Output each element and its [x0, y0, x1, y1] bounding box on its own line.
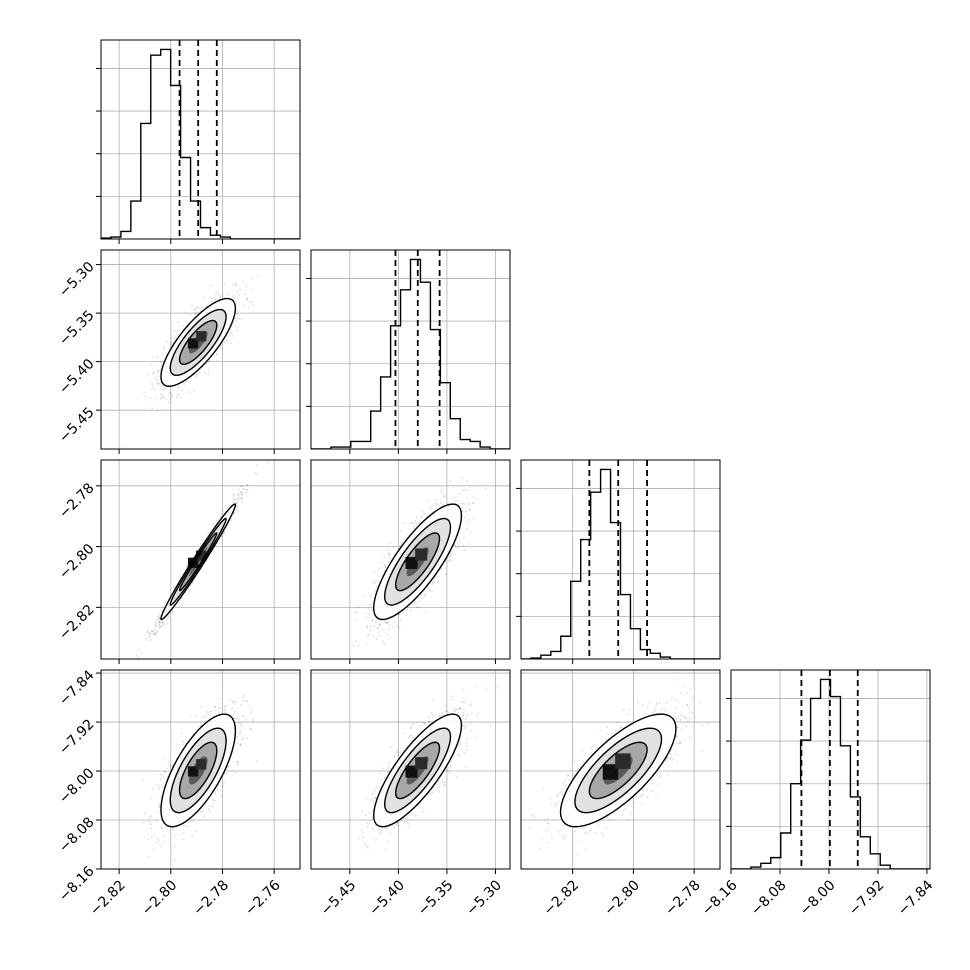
y-tick-label: −2.80	[56, 541, 98, 583]
x-tick-label: −8.08	[748, 877, 790, 919]
histogram-0	[101, 48, 300, 239]
density-peak	[405, 556, 418, 570]
x-tick-label: −2.78	[190, 877, 232, 919]
density-panel-3-2: −2.82 −2.80 −2.78	[520, 669, 721, 919]
panel-frame	[100, 459, 301, 660]
contour-line	[160, 297, 237, 387]
contour-line	[160, 713, 237, 828]
contour-line	[373, 503, 463, 621]
density-peak	[405, 765, 418, 778]
x-tick-label: −8.00	[797, 877, 839, 919]
y-tick-label: −8.08	[56, 814, 98, 856]
x-tick-label: −5.40	[366, 877, 408, 919]
y-tick-label: −8.16	[56, 863, 98, 905]
x-tick-label: −5.35	[415, 877, 457, 919]
contour-line	[160, 503, 237, 621]
panel-frame	[100, 669, 301, 870]
panel-frame	[310, 459, 511, 660]
x-tick-label: −5.30	[463, 877, 505, 919]
y-tick-label: −7.92	[56, 716, 98, 758]
panel-frame	[520, 459, 721, 660]
y-tick-label: −2.82	[56, 602, 98, 644]
density-panel-3-1: −5.45 −5.40 −5.35 −5.30	[310, 669, 511, 919]
y-tick-label: −5.40	[56, 356, 98, 398]
density-peak	[196, 759, 207, 770]
contour-line	[559, 713, 677, 828]
density-panel-1-0: −5.45 −5.40 −5.35 −5.30	[56, 249, 301, 454]
histogram-3	[731, 678, 930, 869]
histogram-panel-1	[306, 249, 511, 454]
density-peak	[615, 753, 631, 769]
histogram-panel-2	[516, 459, 721, 664]
contour-line	[178, 741, 218, 800]
x-tick-label: −2.80	[139, 877, 181, 919]
panel-frame	[310, 249, 511, 450]
density-peak	[187, 338, 199, 349]
histogram-panel-0	[96, 39, 301, 244]
y-tick-label: −5.30	[56, 259, 98, 301]
contour-line	[169, 308, 227, 376]
histogram-panel-3: −8.16 −8.08 −8.00 −7.92 −7.84	[699, 669, 937, 919]
x-tick-label: −8.16	[699, 877, 741, 919]
density-peak	[187, 766, 199, 777]
histogram-1	[311, 258, 510, 449]
contour-line	[383, 517, 452, 606]
contour-line	[383, 727, 452, 814]
x-tick-label: −2.82	[541, 877, 583, 919]
x-tick-label: −2.78	[662, 877, 704, 919]
density-peak	[415, 757, 428, 770]
x-tick-label: −7.92	[846, 877, 888, 919]
density-panel-2-1	[310, 459, 511, 664]
contour-line	[588, 741, 648, 800]
x-tick-label: −2.82	[87, 877, 129, 919]
y-tick-label: −7.84	[56, 667, 98, 709]
histogram-2	[521, 468, 720, 659]
contour-line	[394, 741, 441, 800]
panel-frame	[520, 669, 721, 870]
density-peak	[196, 550, 207, 561]
y-tick-label: −8.00	[56, 765, 98, 807]
y-tick-label: −5.45	[56, 405, 98, 447]
y-tick-label: −2.78	[56, 480, 98, 522]
x-tick-label: −5.45	[318, 877, 360, 919]
contour-line	[373, 713, 463, 828]
density-panel-3-0: −8.16 −8.08 −8.00 −7.92 −7.84 −2.82 −2.80 −2.78…	[56, 667, 301, 919]
density-peak	[196, 331, 207, 342]
panel-frame	[310, 669, 511, 870]
density-peak	[415, 548, 428, 561]
contour-line	[169, 727, 227, 814]
y-tick-label: −5.35	[56, 307, 98, 349]
contour-line	[169, 517, 227, 606]
panel-frame	[730, 669, 931, 870]
panel-frame	[100, 249, 301, 450]
density-panel-2-0: −2.82 −2.80 −2.78	[56, 459, 301, 664]
contour-line	[394, 532, 441, 592]
density-peak	[602, 764, 619, 780]
x-tick-label: −2.76	[242, 877, 284, 919]
x-tick-label: −7.84	[895, 877, 937, 919]
contour-line	[178, 532, 218, 592]
contour-line	[178, 319, 218, 366]
contour-line	[574, 727, 663, 814]
x-tick-label: −2.80	[601, 877, 643, 919]
panel-frame	[100, 39, 301, 240]
